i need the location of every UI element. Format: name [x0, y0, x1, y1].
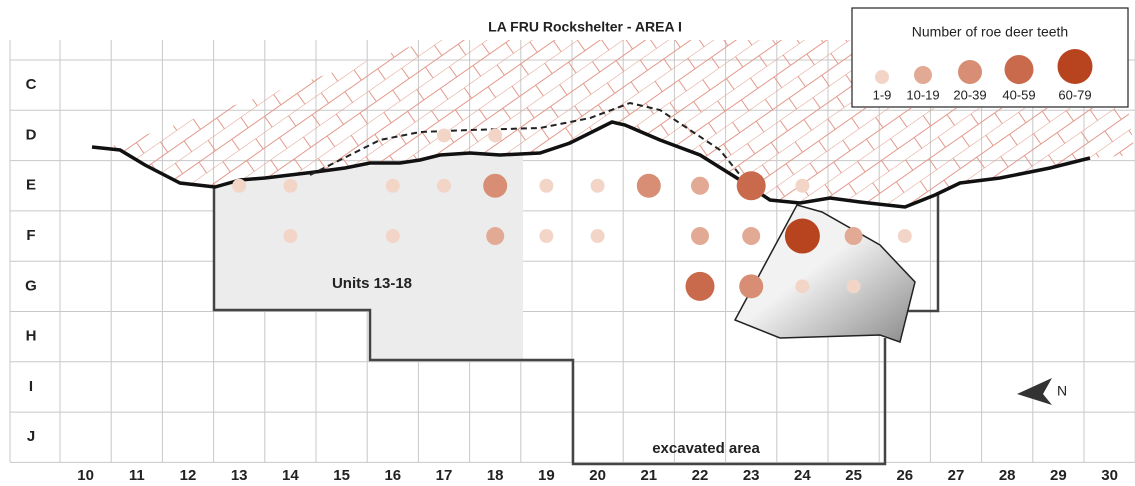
column-label: 25	[845, 467, 862, 484]
north-label: N	[1057, 383, 1067, 399]
dripline	[309, 101, 741, 176]
row-label: C	[26, 76, 37, 93]
column-label: 10	[77, 467, 94, 484]
find-marker	[483, 173, 508, 198]
legend-swatch	[958, 60, 982, 84]
find-marker	[590, 178, 605, 193]
finds	[232, 128, 912, 301]
find-marker	[539, 229, 554, 244]
legend-label: 1-9	[873, 87, 892, 102]
find-marker	[742, 227, 761, 246]
find-marker	[437, 128, 451, 143]
row-label: F	[26, 227, 35, 244]
find-marker	[539, 178, 554, 193]
legend-title: Number of roe deer teeth	[912, 24, 1068, 40]
find-marker	[691, 227, 709, 246]
rock-block	[733, 204, 916, 343]
column-label: 19	[538, 467, 555, 484]
find-marker	[636, 173, 661, 198]
find-marker	[590, 229, 605, 244]
column-label: 20	[589, 467, 606, 484]
column-label: 24	[794, 467, 811, 484]
column-label: 26	[896, 467, 913, 484]
find-marker	[385, 229, 400, 244]
row-label: G	[25, 277, 37, 294]
column-label: 27	[948, 467, 965, 484]
column-label: 22	[692, 467, 709, 484]
column-label: 13	[231, 467, 248, 484]
column-label: 11	[129, 467, 145, 484]
find-marker	[283, 229, 298, 244]
legend-label: 40-59	[1002, 87, 1035, 102]
legend-label: 20-39	[953, 87, 986, 102]
units-label: Units 13-18	[332, 275, 412, 292]
excavation-outline	[905, 192, 940, 313]
column-label: 29	[1050, 467, 1067, 484]
legend-label: 60-79	[1058, 87, 1091, 102]
row-label: E	[26, 177, 36, 194]
legend: 1-9 10-19 20-39 40-59 60-79	[873, 49, 1093, 102]
find-marker	[488, 128, 503, 143]
row-label: J	[27, 428, 35, 445]
column-label: 16	[384, 467, 401, 484]
legend-swatch	[875, 70, 889, 84]
find-marker	[844, 227, 863, 246]
legend-swatch	[914, 66, 932, 84]
find-marker	[736, 171, 766, 201]
column-label: 14	[282, 467, 299, 484]
excavation-outline	[212, 186, 887, 466]
find-marker	[846, 279, 861, 294]
cliff-line	[91, 120, 1091, 209]
row-label: D	[26, 126, 37, 143]
north-arrow	[1017, 378, 1052, 405]
excavated-label: excavated area	[652, 440, 760, 457]
legend-label: 10-19	[906, 87, 939, 102]
find-marker	[486, 227, 505, 246]
column-label: 28	[999, 467, 1016, 484]
column-label: 18	[487, 467, 504, 484]
find-marker	[691, 176, 709, 195]
find-marker	[685, 271, 715, 301]
row-label: I	[29, 378, 33, 395]
find-marker	[739, 274, 764, 299]
column-label: 12	[180, 467, 197, 484]
find-marker	[385, 178, 400, 193]
find-marker	[283, 178, 298, 193]
find-marker	[784, 218, 820, 254]
find-marker	[795, 178, 810, 193]
map-title: LA FRU Rockshelter - AREA I	[488, 19, 682, 35]
legend-swatch	[1004, 55, 1034, 84]
row-label: H	[26, 328, 37, 345]
units-area	[214, 153, 523, 360]
find-marker	[232, 178, 247, 193]
column-label: 15	[333, 467, 350, 484]
find-marker	[897, 229, 912, 244]
find-marker	[795, 279, 810, 294]
legend-swatch	[1057, 49, 1093, 84]
find-marker	[437, 178, 451, 193]
column-label: 17	[436, 467, 453, 484]
column-label: 30	[1101, 467, 1118, 484]
column-label: 23	[743, 467, 760, 484]
column-label: 21	[640, 467, 657, 484]
